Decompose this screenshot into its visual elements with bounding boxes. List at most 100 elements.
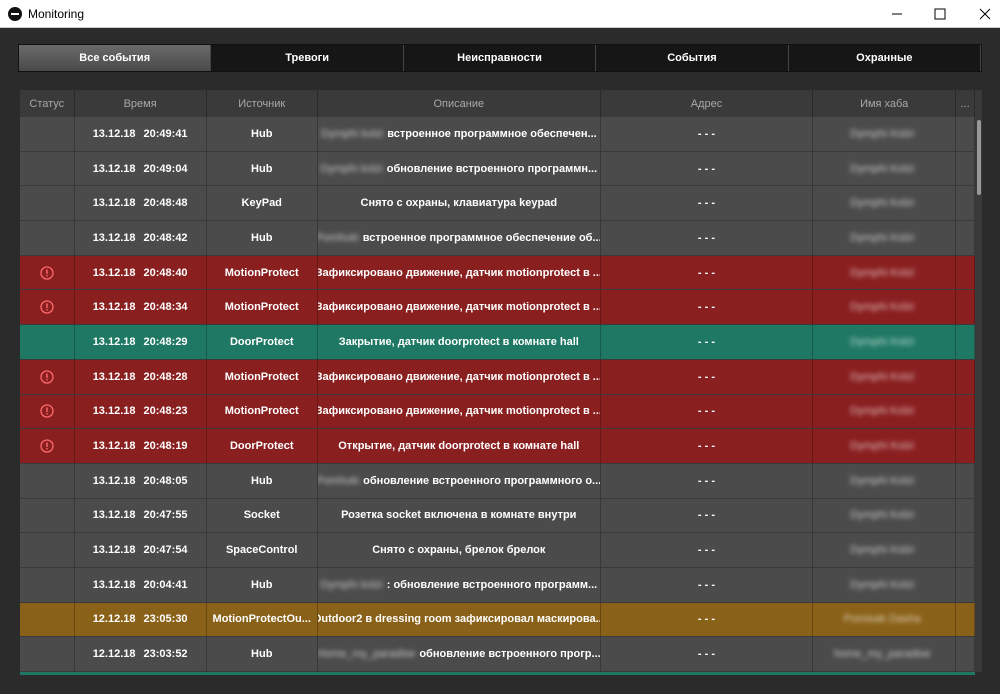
- description: обновление встроенного программн...: [386, 162, 598, 175]
- time: 20:48:42: [143, 231, 188, 244]
- hub-name: Dymphi Kolzi: [850, 162, 915, 175]
- source-cell: MotionProtectOu...: [207, 602, 318, 637]
- window-controls[interactable]: [880, 0, 1000, 28]
- extra-cell: [956, 359, 975, 394]
- address: - - -: [697, 544, 716, 557]
- event-row[interactable]: 12.12.18 23:03:52 Hub Home_my_paradise обнов…: [20, 637, 975, 672]
- address: - - -: [697, 197, 716, 210]
- hub-cell: Dymphi Kolzi: [813, 394, 957, 429]
- column-header[interactable]: Источник: [207, 90, 318, 117]
- time: 20:48:19: [143, 440, 188, 453]
- address: - - -: [697, 127, 716, 140]
- extra-cell: [956, 602, 975, 637]
- next-row-edge: [20, 672, 975, 675]
- source-cell: Socket: [207, 498, 318, 533]
- description-cell: Розетка socket включена в комнате внутри: [318, 498, 601, 533]
- status-cell: [20, 567, 75, 602]
- time: 20:48:48: [143, 197, 188, 210]
- source-cell: MotionProtect: [207, 290, 318, 325]
- extra-cell: [956, 151, 975, 186]
- source-cell: Hub: [207, 117, 318, 151]
- tab[interactable]: События: [596, 45, 789, 71]
- source: DoorProtect: [229, 335, 294, 348]
- description-cell: Dymphi kolzi встроенное программное обесп…: [318, 117, 601, 151]
- scroll-thumb[interactable]: [977, 120, 981, 195]
- event-row[interactable]: 13.12.18 20:48:40 MotionProtect Зафиксирова…: [20, 255, 975, 291]
- event-row[interactable]: 13.12.18 20:48:29 DoorProtect Закрытие, дат…: [20, 325, 975, 360]
- source: Hub: [251, 648, 273, 661]
- event-row[interactable]: 13.12.18 20:48:42 Hub Pomhuki встроенное про…: [20, 221, 975, 256]
- tab[interactable]: Охранные: [788, 45, 982, 71]
- description-cell: Зафиксировано движение, датчик motionpro…: [318, 290, 601, 325]
- event-row[interactable]: 13.12.18 20:47:54 SpaceControl Снято с охра…: [20, 533, 975, 568]
- tab[interactable]: Тревоги: [211, 45, 404, 71]
- description-cell: Зафиксировано движение, датчик motionpro…: [318, 359, 601, 394]
- tab[interactable]: Все события: [19, 45, 212, 71]
- status-cell: [20, 498, 75, 533]
- column-header[interactable]: Время: [75, 90, 207, 117]
- status-cell: [20, 533, 75, 567]
- alarm-icon: [40, 370, 54, 384]
- event-row[interactable]: 13.12.18 20:48:28 MotionProtect Зафиксирова…: [20, 359, 975, 395]
- event-row[interactable]: 13.12.18 20:48:48 KeyPad Снято с охраны, кл…: [20, 186, 975, 222]
- source-cell: SpaceControl: [207, 533, 318, 567]
- description-cell: Снято с охраны, клавиатура keypad: [318, 186, 601, 221]
- address-cell: - - -: [601, 463, 814, 498]
- event-row[interactable]: 13.12.18 20:48:05 Hub Pomhuki обновление вст…: [20, 463, 975, 499]
- hub-name: Dymphi Kolzi: [850, 301, 915, 314]
- description: : обновление встроенного программ...: [386, 578, 598, 591]
- address-cell: - - -: [601, 186, 814, 221]
- time-cell: 13.12.18 20:48:05: [75, 463, 207, 498]
- column-header[interactable]: Описание: [318, 90, 601, 117]
- extra-cell: [956, 186, 975, 221]
- hub-cell: Dymphi Kolzi: [813, 117, 957, 151]
- source-cell: DoorProtect: [207, 429, 318, 463]
- event-row[interactable]: 13.12.18 20:48:34 MotionProtect Зафиксирова…: [20, 290, 975, 326]
- blurred-name: Pomhuki: [317, 474, 360, 487]
- source-cell: DoorProtect: [207, 325, 318, 359]
- time-cell: 13.12.18 20:47:54: [75, 533, 207, 567]
- alarm-icon: [40, 300, 54, 314]
- event-row[interactable]: 13.12.18 20:49:04 Hub Dymphi kolzi обновлени…: [20, 151, 975, 187]
- time: 20:04:41: [143, 578, 188, 591]
- alarm-icon: [40, 439, 54, 453]
- source-cell: KeyPad: [207, 186, 318, 221]
- event-row[interactable]: 12.12.18 23:05:30 MotionProtectOu... Outdoo…: [20, 602, 975, 638]
- status-cell: [20, 151, 75, 186]
- hub-cell: Dymphi Kolzi: [813, 429, 957, 463]
- tab[interactable]: Неисправности: [403, 45, 597, 71]
- event-row[interactable]: 13.12.18 20:48:23 MotionProtect Зафиксирова…: [20, 394, 975, 430]
- extra-cell: [956, 463, 975, 498]
- address-cell: - - -: [601, 221, 814, 255]
- hub-name: Dymphi Kolzi: [850, 197, 915, 210]
- time: 20:47:54: [143, 544, 188, 557]
- description-cell: Снято с охраны, брелок брелок: [318, 533, 601, 567]
- time-cell: 12.12.18 23:03:52: [75, 637, 207, 671]
- column-header[interactable]: Адрес: [601, 90, 814, 117]
- time-cell: 13.12.18 20:48:48: [75, 186, 207, 221]
- column-header[interactable]: ...: [956, 90, 975, 117]
- time: 20:49:41: [143, 127, 188, 140]
- status-cell: [20, 255, 75, 290]
- column-header[interactable]: Имя хаба: [813, 90, 957, 117]
- extra-cell: [956, 498, 975, 533]
- event-row[interactable]: 13.12.18 20:47:55 Socket Розетка socket вкл…: [20, 498, 975, 534]
- blurred-name: Dymphi kolzi: [320, 127, 384, 140]
- description: Зафиксировано движение, датчик motionpro…: [317, 405, 601, 418]
- events-table: Статус Время Источник Описание Адрес Имя хаба…: [20, 90, 975, 672]
- scrollbar[interactable]: [975, 90, 982, 672]
- event-row[interactable]: 13.12.18 20:04:41 Hub Dymphi kolzi: обновле…: [20, 567, 975, 603]
- address: - - -: [697, 370, 716, 383]
- event-row[interactable]: 13.12.18 20:49:41 Hub Dymphi kolzi встроенно…: [20, 117, 975, 152]
- source-cell: MotionProtect: [207, 394, 318, 429]
- event-row[interactable]: 13.12.18 20:48:19 DoorProtect Открытие, дат…: [20, 429, 975, 464]
- status-cell: [20, 394, 75, 429]
- column-header[interactable]: Статус: [20, 90, 75, 117]
- hub-cell: Dymphi Kolzi: [813, 498, 957, 533]
- description: Розетка socket включена в комнате внутри: [341, 509, 577, 522]
- description: Снято с охраны, брелок брелок: [372, 544, 546, 557]
- time: 20:47:55: [143, 509, 188, 522]
- hub-name: home_my_paradise: [833, 648, 931, 661]
- address-cell: - - -: [601, 117, 814, 151]
